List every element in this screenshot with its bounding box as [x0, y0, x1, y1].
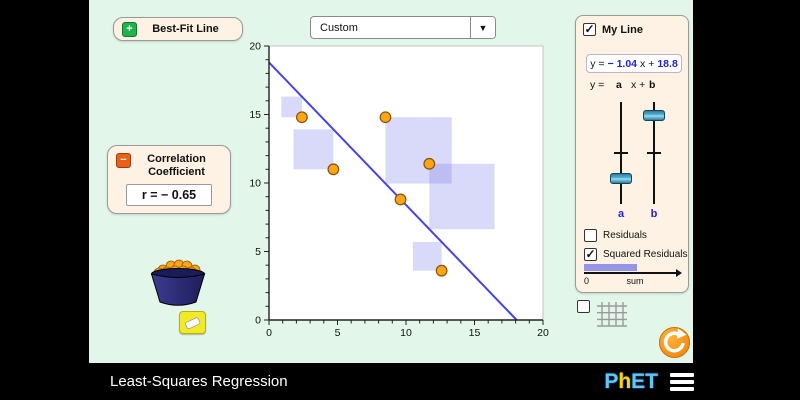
phet-menu-button[interactable] [670, 372, 694, 391]
sum-of-squares-bar [584, 264, 637, 271]
data-point[interactable] [295, 111, 308, 124]
svg-text:15: 15 [469, 327, 481, 339]
eq-slope-value: − 1.04 [607, 57, 638, 70]
eq-intercept-value: 18.8 [657, 57, 678, 70]
sum-scale-labels: 0 sum [584, 276, 676, 286]
svg-text:0: 0 [266, 327, 272, 339]
slider-a-track[interactable] [610, 102, 632, 204]
sum-zero-label: 0 [584, 276, 590, 286]
best-fit-line-button[interactable]: + Best-Fit Line [113, 17, 243, 41]
data-point[interactable] [394, 193, 407, 206]
slider-a-midtick [614, 152, 628, 154]
slider-a-label: a [617, 208, 625, 220]
correlation-coefficient-panel: − Correlation Coefficient r = − 0.65 [107, 145, 231, 214]
refresh-button[interactable] [658, 326, 691, 359]
slider-b-label: b [650, 208, 658, 220]
sim-title: Least-Squares Regression [110, 373, 288, 390]
dataset-dropdown-value: Custom [320, 21, 358, 34]
sum-label: sum [626, 276, 644, 286]
phet-logo: PhET [604, 369, 658, 393]
svg-text:20: 20 [249, 41, 261, 53]
squared-residual-square [429, 163, 495, 230]
eraser-button[interactable] [179, 311, 206, 334]
svg-text:5: 5 [335, 327, 341, 339]
residuals-checkbox[interactable] [584, 229, 597, 242]
my-line-checkbox[interactable]: ✓ [583, 22, 596, 36]
eq-middle: x + [640, 57, 655, 70]
svg-text:10: 10 [400, 327, 412, 339]
collapse-minus-icon[interactable]: − [116, 153, 131, 168]
sum-axis [584, 272, 676, 274]
data-point[interactable] [379, 111, 392, 124]
svg-text:20: 20 [537, 327, 549, 339]
svg-text:10: 10 [249, 178, 261, 190]
my-line-panel: ✓ My Line y = − 1.04 x +18.8 y = a x + b a… [575, 15, 689, 293]
dataset-dropdown[interactable]: Custom ▼ [310, 16, 496, 39]
eq-prefix: y = [590, 57, 605, 70]
slider-b-track[interactable] [643, 102, 665, 204]
grid-icon [597, 302, 627, 327]
squared-residuals-label: Squared Residuals [603, 249, 688, 260]
tmpl-prefix: y = [590, 79, 605, 91]
slider-b-handle[interactable] [643, 109, 665, 121]
svg-text:5: 5 [255, 246, 261, 258]
residuals-label: Residuals [603, 230, 647, 241]
r-value: r = − 0.65 [126, 184, 212, 206]
correlation-title: Correlation Coefficient [147, 153, 206, 178]
simulation-area: + Best-Fit Line Custom ▼ − Correlation Co… [89, 0, 693, 363]
squared-residual-square [293, 129, 334, 170]
best-fit-line-label: Best-Fit Line [152, 23, 219, 35]
line-equation: y = − 1.04 x +18.8 [586, 54, 682, 73]
sum-axis-arrow-icon [676, 269, 682, 277]
scatter-plot: 0 5 10 15 20 0 5 10 15 20 [249, 41, 549, 340]
data-point[interactable] [327, 163, 340, 176]
point-bucket[interactable] [143, 256, 213, 310]
data-point[interactable] [435, 264, 448, 277]
tmpl-a: a [616, 79, 622, 91]
bucket-body [150, 273, 206, 306]
svg-text:0: 0 [255, 315, 261, 327]
bottom-bar: Least-Squares Regression PhET [0, 363, 800, 400]
refresh-arrow-icon [663, 328, 687, 353]
data-point[interactable] [423, 157, 436, 170]
expand-plus-icon[interactable]: + [122, 21, 137, 37]
my-line-label: My Line [602, 23, 643, 36]
squared-residual-square [281, 96, 302, 118]
squared-residuals-checkbox[interactable]: ✓ [584, 247, 597, 261]
dropdown-arrow-icon[interactable]: ▼ [470, 17, 495, 38]
squared-residual-square [412, 241, 442, 271]
svg-text:15: 15 [249, 109, 261, 121]
slider-b-midtick [647, 152, 661, 154]
slider-a-handle[interactable] [610, 173, 632, 184]
grid-checkbox[interactable] [577, 300, 590, 313]
tmpl-b: b [649, 79, 656, 91]
my-line [268, 61, 518, 321]
eraser-icon [185, 317, 201, 330]
tmpl-middle: x + [631, 79, 646, 91]
squared-residual-square [385, 117, 452, 184]
